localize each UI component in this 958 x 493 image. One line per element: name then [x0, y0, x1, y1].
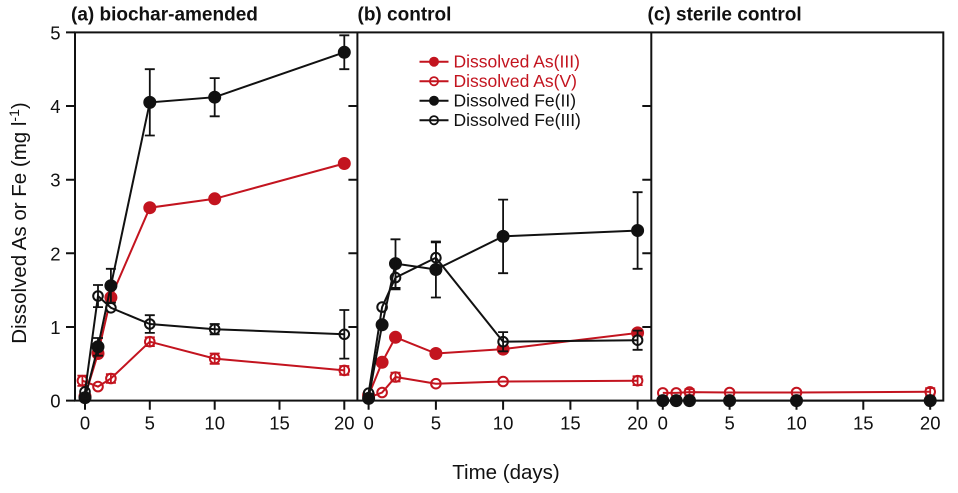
svg-text:2: 2 [50, 243, 60, 264]
svg-text:15: 15 [560, 412, 581, 433]
svg-text:(c) sterile control: (c) sterile control [648, 5, 802, 26]
svg-text:Dissolved As or Fe (mg l-1): Dissolved As or Fe (mg l-1) [6, 102, 31, 343]
svg-text:5: 5 [724, 412, 734, 433]
svg-text:0: 0 [50, 391, 60, 412]
svg-text:20: 20 [627, 412, 648, 433]
svg-text:20: 20 [334, 412, 355, 433]
svg-text:5: 5 [431, 412, 441, 433]
svg-text:0: 0 [80, 412, 90, 433]
svg-text:Dissolved As(V): Dissolved As(V) [454, 71, 578, 91]
svg-text:Dissolved As(III): Dissolved As(III) [454, 52, 580, 72]
svg-text:10: 10 [786, 412, 807, 433]
svg-text:4: 4 [50, 96, 60, 117]
svg-text:0: 0 [363, 412, 373, 433]
svg-text:Dissolved Fe(III): Dissolved Fe(III) [454, 110, 581, 130]
svg-text:Time (days): Time (days) [452, 461, 559, 484]
svg-text:(a) biochar-amended: (a) biochar-amended [71, 5, 258, 26]
svg-text:1: 1 [50, 317, 60, 338]
svg-text:5: 5 [145, 412, 155, 433]
svg-text:0: 0 [658, 412, 668, 433]
svg-text:10: 10 [204, 412, 225, 433]
svg-text:15: 15 [853, 412, 874, 433]
svg-text:3: 3 [50, 170, 60, 191]
svg-text:5: 5 [50, 22, 60, 43]
svg-text:(b) control: (b) control [358, 5, 452, 26]
svg-text:10: 10 [493, 412, 514, 433]
svg-text:15: 15 [269, 412, 290, 433]
svg-text:20: 20 [920, 412, 941, 433]
svg-text:Dissolved Fe(II): Dissolved Fe(II) [454, 91, 577, 111]
